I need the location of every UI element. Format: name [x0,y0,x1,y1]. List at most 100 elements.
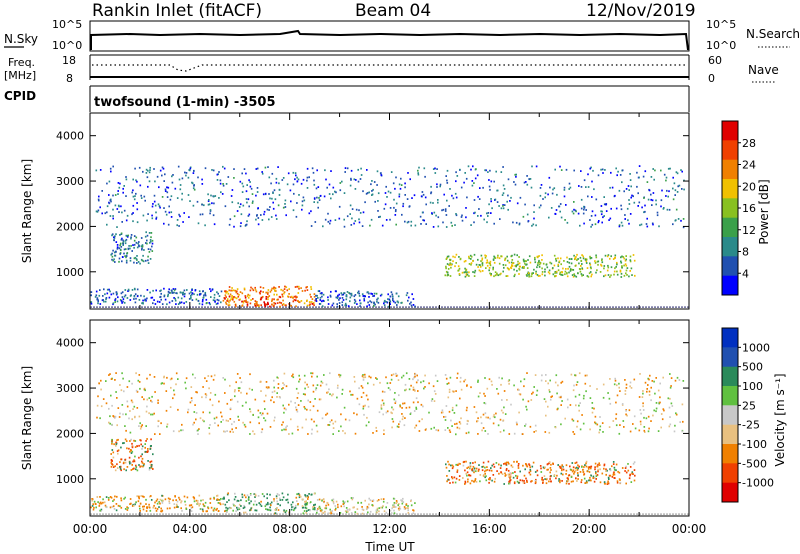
velocity-point [460,388,463,391]
power-point [601,168,604,171]
power-point [332,302,335,305]
power-point [593,188,595,191]
velocity-point [509,477,511,479]
power-point [188,298,191,300]
velocity-point [144,446,146,449]
velocity-point [304,387,306,390]
power-point [161,166,164,169]
power-point [468,255,470,258]
power-point [350,169,353,172]
power-point [109,290,111,293]
power-point [392,182,395,185]
power-point [451,194,453,197]
power-point [583,206,586,209]
power-point [654,169,656,172]
power-point [358,209,360,212]
power-point [159,169,162,172]
power-point [239,298,241,301]
power-point [457,265,460,268]
velocity-point [399,420,401,423]
power-point [204,294,207,297]
power-point [446,263,449,265]
velocity-point [479,480,481,483]
power-point [566,256,568,259]
power-point [145,299,147,302]
velocity-point [372,432,374,434]
power-point [256,167,259,170]
power-point [235,305,237,308]
power-point [387,293,389,296]
velocity-point [596,474,599,476]
velocity-point [138,456,140,459]
velocity-point [545,374,547,376]
velocity-point [346,500,349,503]
velocity-point [445,463,447,466]
power-point [607,266,610,269]
velocity-point [133,439,135,442]
power-point [490,274,492,277]
velocity-point [146,398,149,401]
velocity-point [401,418,404,421]
power-point [529,261,532,264]
velocity-colorbar-segment [722,424,738,445]
velocity-point [583,473,585,476]
power-point [620,256,622,259]
power-point [208,302,211,304]
velocity-point [297,392,300,395]
power-point [151,250,154,252]
velocity-point [528,471,531,474]
power-colorbar-label: 8 [742,246,749,259]
power-point [449,275,452,277]
velocity-point [609,378,611,380]
power-point [267,298,269,301]
power-point [262,295,264,298]
power-point [528,255,531,258]
power-point [103,288,105,291]
velocity-point [496,388,498,390]
power-point [391,293,394,296]
velocity-point [401,500,404,502]
velocity-point [487,416,489,419]
power-point [430,191,433,194]
power-point [192,187,195,190]
velocity-point [316,430,319,433]
velocity-point [209,497,212,500]
velocity-point [508,462,510,465]
power-point [401,213,403,216]
power-point [278,286,280,288]
velocity-point [128,461,131,464]
velocity-point [131,401,134,404]
power-point [337,295,339,298]
power-point [590,166,592,169]
power-point [136,255,138,257]
velocity-point [575,383,578,386]
velocity-point [669,416,671,418]
velocity-point [321,382,324,384]
power-point [526,263,528,266]
velocity-point [123,468,125,471]
velocity-point [573,471,576,473]
velocity-point [662,408,665,411]
power-point [445,258,448,260]
velocity-point [116,439,118,442]
power-point [327,299,329,301]
power-point [247,198,250,201]
power-point [665,179,667,182]
power-point [293,192,295,195]
power-point [140,294,142,297]
power-point [336,305,339,308]
power-point [638,176,640,179]
velocity-point [498,463,500,466]
velocity-point [528,463,530,466]
velocity-point [293,509,295,512]
power-point [492,258,495,261]
power-point [463,181,465,184]
velocity-point [495,412,497,415]
power-point [162,167,165,170]
power-point [538,266,541,268]
power-point [116,208,119,210]
power-point [568,265,571,268]
power-point [172,288,175,290]
power-point [166,196,169,198]
velocity-point [612,472,615,475]
